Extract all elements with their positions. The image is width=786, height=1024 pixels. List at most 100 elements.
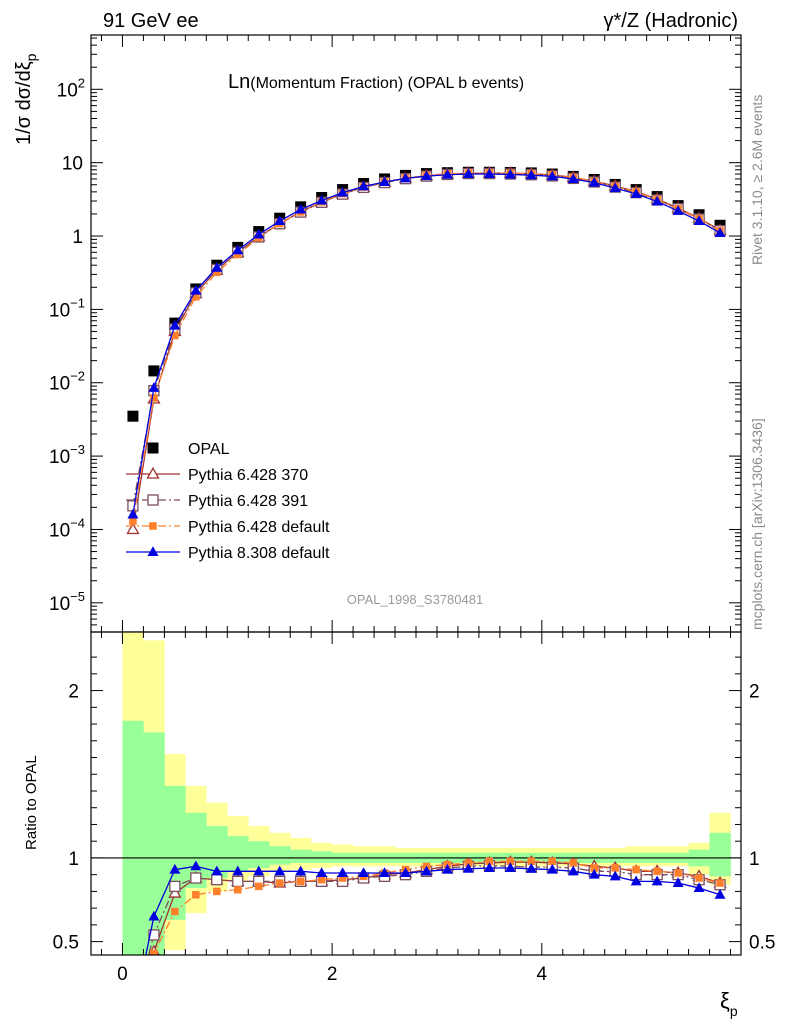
ratio-data-point xyxy=(527,857,536,866)
legend-label: OPAL xyxy=(188,441,230,458)
data-point xyxy=(714,227,726,237)
ratio-data-point xyxy=(504,862,516,872)
ratio-data-point xyxy=(213,887,221,896)
ratio-data-point xyxy=(129,1015,137,1023)
header-process-label: γ*/Z (Hadronic) xyxy=(604,10,738,32)
legend-item-opal: OPAL xyxy=(147,441,230,458)
legend-marker xyxy=(149,522,157,530)
band-stat-uncertainty xyxy=(709,832,731,877)
legend: OPAL Pythia 6.428 370 Pythia 6.428 391 Pyth… xyxy=(126,441,330,562)
ratio-data-point xyxy=(569,859,578,867)
data-point xyxy=(672,205,684,215)
series-opal xyxy=(127,166,726,422)
data-point xyxy=(234,250,242,259)
data-point xyxy=(630,188,642,198)
ratio-data-point xyxy=(190,860,202,871)
ratio-data-point xyxy=(169,863,181,874)
ratio-data-point xyxy=(485,857,494,866)
main-y-tick-label-exponent: 2 xyxy=(78,75,85,90)
data-point xyxy=(274,215,286,226)
ratio-data-point xyxy=(316,867,328,877)
data-point xyxy=(316,194,328,205)
ratio-data-point xyxy=(609,870,621,881)
data-point xyxy=(232,244,244,255)
ratio-data-point xyxy=(232,865,244,876)
data-point xyxy=(546,170,558,181)
ratio-data-point xyxy=(337,867,349,877)
ratio-data-point xyxy=(128,1010,138,1020)
data-point xyxy=(171,331,179,340)
ratio-tick-labels: 0.5 0.5 1 1 2 2 0 2 4 xyxy=(53,682,776,985)
data-point xyxy=(693,215,705,226)
ratio-data-point xyxy=(148,929,160,941)
data-point xyxy=(609,182,621,193)
main-data xyxy=(126,166,727,535)
ratio-x-axis-label: ξp xyxy=(720,988,738,1019)
main-series-group xyxy=(126,166,727,535)
data-point xyxy=(420,170,432,181)
ratio-data-point xyxy=(211,874,223,886)
ratio-data-point xyxy=(254,882,263,891)
data-point xyxy=(295,203,307,214)
data-point xyxy=(337,186,349,197)
ratio-x-tick-label: 0 xyxy=(117,964,128,985)
analysis-watermark: OPAL_1998_S3780481 xyxy=(347,592,483,607)
ratio-data-point xyxy=(651,875,663,886)
ratio-x-axis-label-subscript: p xyxy=(730,1003,738,1019)
side-rivet-label: Rivet 3.1.10, ≥ 2.6M events xyxy=(749,95,765,265)
ratio-data-point xyxy=(275,879,284,887)
ratio-y-tick-label-right: 0.5 xyxy=(749,933,775,954)
band-stat-uncertainty xyxy=(248,841,270,868)
ratio-y-axis-label: Ratio to OPAL xyxy=(23,755,40,850)
main-y-axis-label-text: 1/σ dσ/dξ xyxy=(13,61,35,145)
data-point xyxy=(211,261,223,272)
main-y-axis-label: 1/σ dσ/dξp xyxy=(13,53,39,145)
data-point xyxy=(588,176,600,187)
ratio-data-point xyxy=(150,949,158,955)
main-y-tick-label: 10 xyxy=(62,154,83,175)
data-point xyxy=(483,168,495,179)
ratio-data-point xyxy=(714,889,726,899)
legend-marker xyxy=(147,494,159,506)
band-stat-uncertainty xyxy=(227,836,249,872)
data-point xyxy=(148,382,160,392)
data-point xyxy=(400,172,412,183)
band-stat-uncertainty xyxy=(122,720,144,955)
ratio-axis-ticks xyxy=(91,632,741,955)
legend-label: Pythia 6.428 default xyxy=(188,519,330,536)
ratio-y-tick-label: 2 xyxy=(68,682,79,703)
main-y-tick-label-base: 10 xyxy=(62,154,83,175)
ratio-data-point xyxy=(400,867,412,877)
main-axis-ticks xyxy=(91,35,741,633)
main-y-tick-label-exponent: −5 xyxy=(70,589,85,604)
ratio-data-point xyxy=(672,877,684,888)
main-y-axis-label-subscript: p xyxy=(23,53,39,61)
data-point xyxy=(192,293,200,301)
main-y-tick-label-exponent: −4 xyxy=(70,515,85,530)
ratio-data-point xyxy=(548,857,557,866)
ratio-data-point xyxy=(483,862,495,872)
legend-marker xyxy=(146,466,160,479)
ratio-data-point xyxy=(148,910,160,921)
data-point xyxy=(358,180,370,191)
ratio-y-tick-label-right: 1 xyxy=(749,849,760,870)
legend-label: Pythia 6.428 370 xyxy=(188,467,308,484)
ratio-data-point xyxy=(462,863,474,873)
main-y-tick-label: 1 xyxy=(72,227,83,248)
main-y-tick-label: 10−4 xyxy=(49,515,85,541)
ratio-data xyxy=(127,855,727,1024)
ratio-data-point xyxy=(127,1015,138,1024)
ratio-data-point xyxy=(190,872,202,884)
ratio-x-tick-label: 2 xyxy=(327,964,338,985)
ratio-data-point xyxy=(630,875,642,886)
ratio-x-tick-label: 4 xyxy=(537,964,548,985)
ratio-data-point xyxy=(420,865,432,876)
header-energy-label: 91 GeV ee xyxy=(103,10,199,32)
data-point xyxy=(126,522,140,535)
main-y-tick-label-base: 1 xyxy=(72,227,83,248)
series-line xyxy=(132,172,721,506)
ratio-data-point xyxy=(546,863,558,874)
ratio-x-axis-label-text: ξ xyxy=(720,988,730,1013)
legend-marker xyxy=(147,546,159,556)
